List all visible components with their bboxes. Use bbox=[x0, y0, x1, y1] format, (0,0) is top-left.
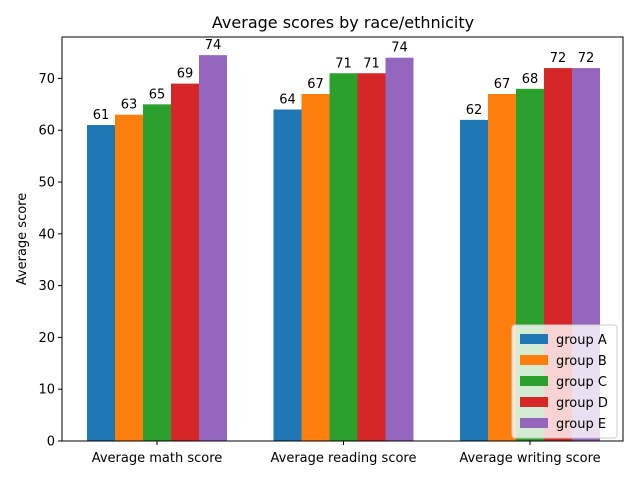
y-tick-label: 60 bbox=[38, 124, 55, 139]
legend-label: group C bbox=[556, 375, 607, 390]
x-tick-label: Average math score bbox=[92, 451, 223, 466]
legend-label: group E bbox=[556, 417, 606, 432]
bar-value-label: 74 bbox=[391, 41, 408, 56]
bar bbox=[115, 114, 143, 441]
bar bbox=[329, 73, 358, 441]
y-tick-label: 70 bbox=[38, 72, 55, 87]
bar-value-label: 72 bbox=[578, 51, 595, 66]
x-tick-label: Average reading score bbox=[271, 451, 417, 466]
bar-value-label: 61 bbox=[93, 108, 110, 123]
bar bbox=[460, 119, 488, 441]
y-tick-label: 20 bbox=[38, 331, 55, 346]
bar-value-label: 63 bbox=[121, 98, 138, 113]
plot-frame bbox=[61, 36, 624, 442]
bar-value-label: 71 bbox=[363, 56, 380, 71]
bar bbox=[488, 93, 516, 441]
legend-swatch bbox=[520, 418, 548, 428]
bar-value-label: 71 bbox=[335, 56, 352, 71]
legend-label: group A bbox=[556, 333, 607, 348]
bar-value-label: 67 bbox=[307, 77, 324, 92]
bar bbox=[301, 93, 330, 441]
legend-swatch bbox=[520, 355, 548, 365]
chart-title: Average scores by race/ethnicity bbox=[212, 13, 474, 32]
bar-value-label: 69 bbox=[177, 67, 194, 82]
bar bbox=[87, 125, 115, 442]
y-tick-label: 50 bbox=[38, 176, 55, 191]
bar bbox=[357, 73, 386, 441]
bar-value-label: 72 bbox=[550, 51, 567, 66]
bar-value-label: 68 bbox=[522, 72, 539, 87]
bar bbox=[143, 104, 171, 441]
bar-value-label: 74 bbox=[205, 38, 222, 53]
y-tick-label: 10 bbox=[38, 383, 55, 398]
legend-box bbox=[511, 324, 618, 439]
y-tick-label: 40 bbox=[38, 227, 55, 242]
bar-value-label: 64 bbox=[279, 93, 296, 108]
legend-label: group D bbox=[556, 396, 608, 411]
bar bbox=[171, 83, 199, 441]
legend-label: group B bbox=[556, 354, 607, 369]
bar bbox=[199, 55, 227, 441]
bar bbox=[385, 57, 414, 441]
legend-swatch bbox=[520, 376, 548, 386]
legend-swatch bbox=[520, 397, 548, 407]
y-tick-label: 30 bbox=[38, 279, 55, 294]
y-axis-title: Average score bbox=[15, 193, 30, 285]
bar-value-label: 65 bbox=[149, 87, 166, 102]
bar-value-label: 67 bbox=[494, 77, 511, 92]
bar-value-label: 62 bbox=[466, 103, 483, 118]
y-tick-label: 0 bbox=[47, 435, 55, 450]
legend: group A group B group C group D group E bbox=[511, 324, 618, 439]
bar bbox=[273, 109, 302, 441]
legend-swatch bbox=[520, 334, 548, 344]
x-tick-label: Average writing score bbox=[459, 451, 600, 466]
